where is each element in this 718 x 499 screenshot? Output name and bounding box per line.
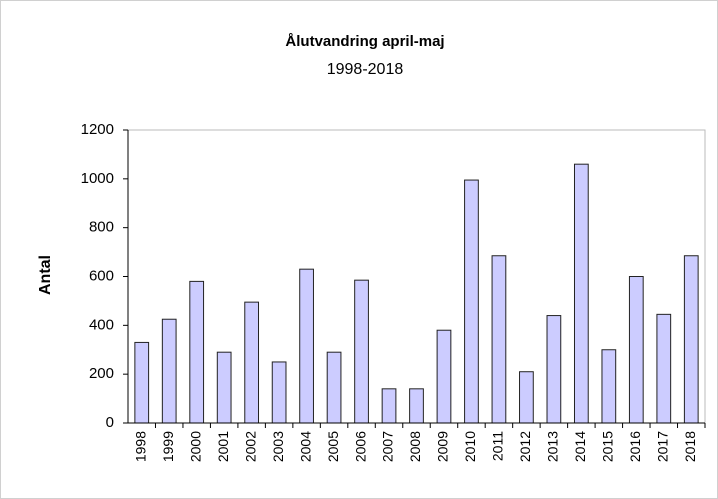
y-axis-label: Antal [37, 255, 54, 295]
bar [683, 255, 699, 424]
bar [271, 361, 287, 424]
y-tick-label: 600 [89, 267, 114, 284]
chart-subtitle: 1998-2018 [327, 61, 404, 78]
bar [244, 301, 260, 424]
x-tick-label: 2004 [297, 431, 313, 462]
bar [436, 329, 452, 424]
x-tick-label: 2008 [407, 431, 423, 462]
bar [546, 315, 562, 424]
bar [628, 276, 644, 424]
x-tick-label: 2014 [572, 431, 588, 462]
x-tick-label: 2011 [490, 431, 506, 461]
x-tick-label: 2017 [654, 431, 670, 462]
bar [519, 371, 534, 424]
bar [656, 313, 672, 424]
bar [189, 280, 205, 424]
x-tick-label: 2010 [462, 431, 478, 462]
x-tick-label: 2005 [325, 431, 341, 462]
x-tick-label: 1998 [132, 431, 148, 462]
x-tick-label: 2002 [242, 431, 258, 462]
bar [299, 268, 314, 424]
x-tick-label: 2009 [435, 431, 451, 462]
bar [381, 388, 397, 424]
y-tick-label: 1200 [81, 121, 114, 138]
bar [326, 351, 342, 424]
x-tick-label: 2003 [270, 431, 286, 462]
y-tick-label: 1000 [81, 170, 114, 187]
chart-title: Ålutvandring april-maj [285, 33, 444, 50]
bar [354, 279, 369, 424]
x-tick-label: 2018 [682, 431, 698, 462]
bar [216, 351, 232, 424]
bar [491, 255, 507, 424]
y-tick-label: 0 [106, 414, 114, 431]
x-tick-label: 2012 [517, 431, 533, 462]
y-tick-label: 400 [89, 316, 114, 333]
bar [409, 388, 424, 424]
y-tick-label: 800 [89, 219, 114, 236]
bar [134, 341, 150, 424]
x-tick-label: 2013 [545, 431, 561, 462]
bar [464, 179, 479, 424]
x-tick-label: 2000 [187, 431, 203, 462]
x-tick-label: 2001 [215, 431, 231, 462]
bar [601, 349, 617, 424]
x-tick-label: 2016 [627, 431, 643, 462]
x-tick-label: 2007 [380, 431, 396, 462]
bar [161, 318, 177, 424]
x-tick-label: 2015 [600, 431, 616, 462]
y-tick-label: 200 [89, 365, 114, 382]
x-tick-label: 2006 [352, 431, 368, 462]
x-tick-label: 1999 [160, 431, 176, 462]
bar [573, 163, 589, 424]
